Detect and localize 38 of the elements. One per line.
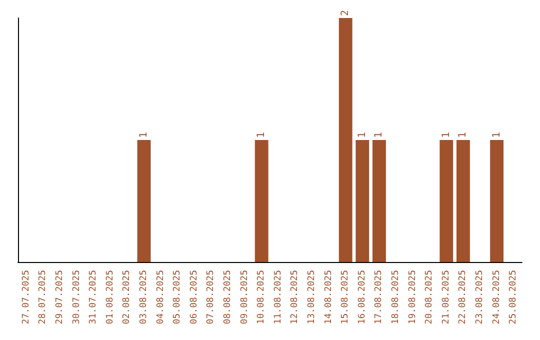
x-tick-label: 21.08.2025 — [441, 270, 452, 324]
data-label: 1 — [491, 132, 502, 138]
x-tick-label: 15.08.2025 — [340, 270, 351, 324]
data-label: 2 — [340, 10, 352, 16]
data-label: 1 — [440, 132, 452, 138]
x-tick-label: 03.08.2025 — [139, 270, 149, 324]
x-tick-label: 10.08.2025 — [256, 270, 267, 324]
data-label: 1 — [374, 132, 385, 138]
data-label: 1 — [458, 132, 469, 138]
data-label: 1 — [256, 132, 268, 138]
x-tick-label: 09.08.2025 — [240, 270, 250, 324]
x-tick-label: 27.07.2025 — [21, 270, 32, 324]
x-tick-label: 24.08.2025 — [492, 270, 502, 324]
x-tick-label: 14.08.2025 — [324, 270, 334, 324]
x-tick-label: 23.08.2025 — [475, 270, 485, 324]
x-tick-label: 07.08.2025 — [206, 270, 216, 324]
x-tick-label: 31.07.2025 — [88, 270, 99, 324]
x-tick-label: 28.07.2025 — [38, 270, 48, 324]
data-label: 1 — [138, 132, 150, 138]
x-tick-label: 01.08.2025 — [105, 270, 116, 324]
x-tick-label: 11.08.2025 — [273, 270, 284, 324]
x-tick-label: 12.08.2025 — [290, 270, 300, 324]
x-tick-label: 06.08.2025 — [189, 270, 200, 324]
x-tick-label: 30.07.2025 — [72, 270, 82, 324]
x-tick-label: 18.08.2025 — [391, 270, 401, 324]
x-tick-label: 02.08.2025 — [122, 270, 132, 324]
data-label: 1 — [356, 132, 368, 138]
x-tick-label: 25.08.2025 — [508, 270, 519, 324]
x-tick-label: 08.08.2025 — [223, 270, 233, 324]
x-tick-label: 29.07.2025 — [55, 270, 65, 324]
x-tick-label: 22.08.2025 — [458, 270, 468, 324]
x-tick-label: 19.08.2025 — [408, 270, 418, 324]
x-tick-label: 13.08.2025 — [307, 270, 317, 324]
x-tick-label: 16.08.2025 — [357, 270, 368, 324]
x-tick-label: 05.08.2025 — [172, 270, 183, 324]
x-tick-label: 17.08.2025 — [374, 270, 384, 324]
x-tick-label: 04.08.2025 — [156, 270, 166, 324]
x-tick-label: 20.08.2025 — [424, 270, 435, 324]
